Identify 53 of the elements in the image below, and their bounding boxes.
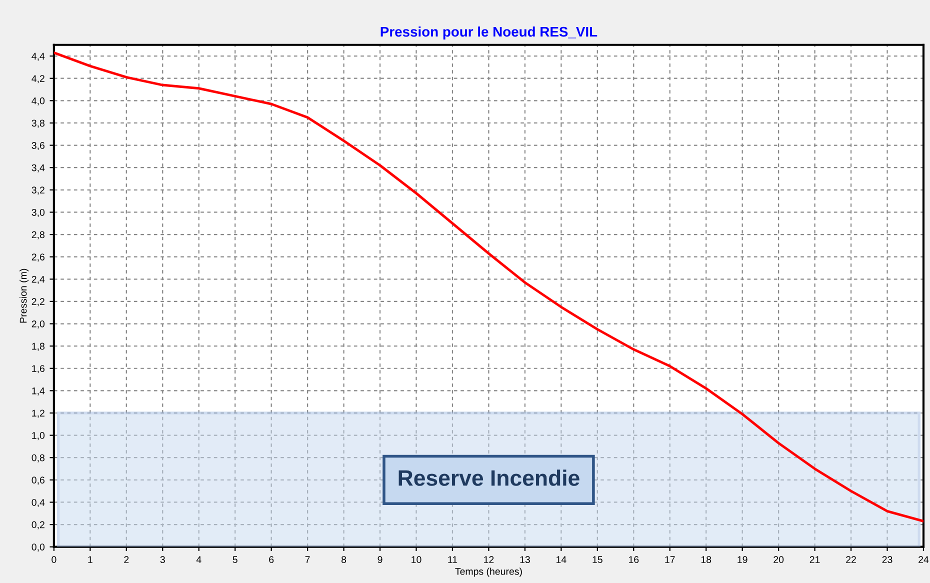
y-axis-title: Pression (m)	[20, 268, 29, 323]
x-tick-label: 11	[448, 556, 458, 563]
y-tick-label: 0,6	[32, 476, 44, 485]
line-series	[54, 51, 924, 522]
x-tick-label: 2	[124, 556, 129, 563]
y-tick-label: 4,2	[32, 75, 44, 84]
x-tick-label: 23	[882, 556, 892, 564]
y-tick-label: 3,8	[32, 120, 44, 128]
y-tick-label: 1,4	[32, 388, 45, 396]
x-tick-label: 5	[232, 556, 238, 564]
x-tick-label: 6	[269, 556, 274, 564]
x-tick-label: 9	[378, 556, 382, 564]
x-tick-label: 12	[484, 556, 494, 563]
x-tick-label: 0	[52, 556, 56, 564]
y-tick-label: 1,8	[32, 342, 44, 351]
y-tick-label: 3,6	[32, 142, 44, 150]
y-tick-label: 1,2	[32, 410, 44, 418]
band-label: Reserve Incendie	[398, 470, 580, 486]
x-tick-label: 3	[160, 556, 165, 564]
x-tick-label: 16	[628, 556, 639, 564]
x-tick-label: 17	[665, 556, 675, 563]
y-tick-label: 3,2	[32, 186, 44, 195]
y-tick-label: 4,0	[32, 97, 45, 106]
x-tick-label: 14	[556, 556, 566, 563]
y-tick-label: 2,2	[32, 298, 44, 306]
chart-title: Pression pour le Noeud RES_VIL	[380, 26, 598, 40]
x-tick-label: 10	[412, 556, 422, 564]
x-axis-title: Temps (heures)	[455, 568, 522, 577]
x-tick-label: 20	[774, 556, 784, 564]
y-tick-label: 0,0	[32, 544, 45, 552]
x-tick-label: 19	[738, 556, 748, 564]
y-tick-label: 4,4	[32, 52, 45, 61]
y-tick-label: 3,0	[32, 208, 45, 217]
x-tick-label: 7	[305, 556, 310, 563]
x-tick-label: 22	[846, 556, 856, 563]
x-tick-label: 15	[592, 556, 602, 564]
y-tick-label: 1,6	[32, 365, 44, 374]
x-tick-label: 4	[196, 556, 202, 563]
y-tick-label: 2,8	[32, 231, 44, 240]
y-tick-label: 2,4	[32, 276, 45, 284]
y-tick-label: 0,4	[32, 498, 45, 507]
x-tick-label: 8	[342, 556, 346, 564]
x-tick-label: 18	[701, 556, 712, 564]
y-tick-label: 3,4	[32, 164, 45, 172]
x-tick-label: 13	[520, 556, 530, 564]
x-tick-label: 1	[88, 556, 92, 563]
y-tick-label: 2,0	[32, 320, 45, 329]
x-tick-label: 21	[810, 556, 820, 563]
y-tick-label: 0,8	[32, 454, 44, 462]
x-tick-label: 24	[918, 556, 929, 563]
y-tick-label: 2,6	[32, 254, 44, 262]
y-tick-label: 0,2	[32, 521, 44, 530]
y-tick-label: 1,0	[32, 432, 45, 440]
